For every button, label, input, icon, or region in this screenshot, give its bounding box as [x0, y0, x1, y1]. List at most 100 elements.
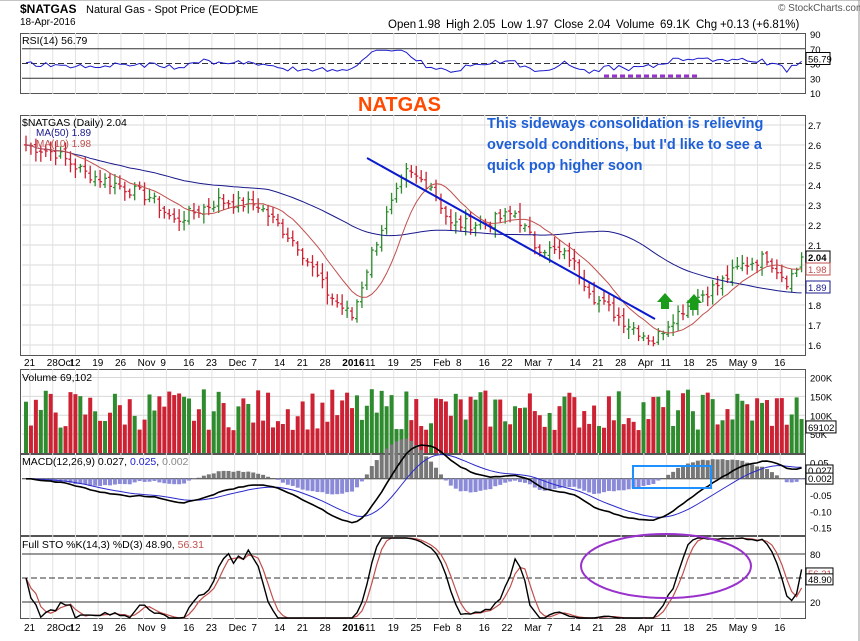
- annotation-note-line-2: oversold conditions, but I'd like to see…: [487, 137, 763, 153]
- price-bar: [641, 332, 646, 342]
- volume-bar: [132, 415, 137, 453]
- price-tick-label: 2.7: [808, 121, 821, 132]
- macd-histogram-bar: [127, 478, 132, 485]
- volume-bar: [83, 414, 88, 453]
- macd-histogram-bar: [522, 478, 527, 483]
- x-tick-label: 23: [206, 623, 218, 634]
- volume-bar: [592, 405, 597, 453]
- volume-bar: [345, 392, 350, 453]
- price-bar: [626, 318, 631, 340]
- volume-bar: [700, 394, 705, 453]
- volume-label: Volume: [616, 19, 654, 31]
- macd-histogram-bar: [562, 478, 567, 487]
- price-bar: [458, 215, 463, 232]
- rsi-tick-label: 70: [810, 45, 821, 56]
- x-tick-label: 9: [752, 358, 758, 369]
- volume-bar: [68, 392, 73, 453]
- x-tick-label: 7: [547, 623, 553, 634]
- volume-bar: [226, 427, 231, 453]
- volume-bar: [409, 420, 414, 453]
- price-bar: [755, 259, 760, 274]
- price-bar: [527, 216, 532, 235]
- price-bar: [88, 165, 93, 184]
- volume-bar: [769, 425, 774, 453]
- macd-histogram-bar: [122, 478, 127, 485]
- x-tick-label: 7: [251, 358, 257, 369]
- x-tick-label: Nov: [138, 358, 156, 369]
- macd-tick-label: -0.15: [810, 524, 832, 535]
- macd-histogram-bar: [518, 478, 522, 483]
- macd-histogram-bar: [537, 478, 542, 490]
- x-tick-label: Feb: [433, 623, 451, 634]
- sto-tick-label: 20: [810, 598, 821, 609]
- macd-histogram-bar: [592, 478, 597, 494]
- price-bar: [646, 334, 651, 346]
- price-bar: [350, 307, 355, 321]
- volume-bar: [676, 410, 681, 453]
- price-bar: [177, 209, 182, 231]
- x-tick-label: 11: [661, 358, 672, 369]
- price-bar: [315, 261, 320, 278]
- macd-tick-label: -0.05: [810, 491, 832, 502]
- volume-bar: [137, 429, 142, 453]
- close-label: Close: [554, 19, 583, 31]
- volume-bar: [542, 426, 547, 453]
- macd-histogram-bar: [438, 474, 443, 479]
- price-bar: [616, 307, 621, 326]
- macd-histogram-bar: [389, 444, 394, 479]
- macd-histogram-bar: [685, 463, 690, 479]
- price-bar: [127, 188, 132, 199]
- macd-histogram-bar: [542, 478, 547, 491]
- macd-histogram-bar: [177, 478, 182, 485]
- chg-value: +0.13 (+6.81%): [720, 19, 799, 31]
- macd-histogram-bar: [651, 478, 656, 484]
- macd-histogram-bar: [789, 478, 794, 483]
- price-tick-label: 2.3: [808, 201, 821, 212]
- price-bar: [325, 271, 330, 305]
- volume-bar: [48, 393, 53, 453]
- macd-histogram-bar: [310, 478, 315, 492]
- x-tick-label: 16: [479, 623, 491, 634]
- macd-histogram-bar: [483, 478, 488, 490]
- volume-bar: [38, 409, 43, 453]
- volume-bar: [127, 399, 132, 453]
- price-bar: [760, 250, 765, 276]
- x-tick-label: 11: [365, 623, 376, 634]
- x-tick-label: 9: [752, 623, 758, 634]
- macd-histogram-bar: [774, 475, 779, 479]
- price-bar: [779, 264, 784, 283]
- macd-histogram-bar: [345, 478, 350, 493]
- high-label: High: [446, 19, 470, 31]
- price-bar: [53, 141, 58, 166]
- x-tick-label: 14: [570, 623, 582, 634]
- volume-bar: [315, 428, 320, 453]
- volume-bar: [483, 390, 488, 453]
- x-tick-label: 16: [774, 358, 786, 369]
- macd-histogram-bar: [503, 478, 508, 483]
- macd-histogram-bar: [448, 478, 453, 486]
- volume-bar: [572, 397, 577, 453]
- high-value: 2.05: [473, 19, 495, 31]
- macd-highlight-box: [632, 465, 712, 489]
- volume-bar: [760, 402, 765, 453]
- volume-bar: [606, 396, 611, 453]
- volume-badge: 69102: [808, 423, 834, 434]
- volume-bar: [53, 412, 58, 453]
- macd-histogram-bar: [350, 478, 355, 492]
- x-tick-label: 19: [92, 358, 104, 369]
- price-bar: [735, 257, 740, 270]
- price-bar: [443, 205, 448, 225]
- volume-bar: [28, 425, 33, 453]
- volume-bar: [201, 389, 206, 453]
- macd-histogram-bar: [730, 459, 735, 479]
- macd-histogram-bar: [626, 478, 631, 490]
- macd-histogram-bar: [394, 441, 399, 479]
- macd-histogram-bar: [611, 478, 616, 492]
- price-tick-label: 2.5: [808, 161, 821, 172]
- x-tick-label: 25: [411, 358, 423, 369]
- rsi-panel: [22, 48, 805, 79]
- price-bar: [187, 205, 192, 225]
- macd-histogram-bar: [335, 478, 340, 495]
- price-bar: [275, 213, 280, 227]
- price-tick-label: 1.6: [808, 341, 821, 352]
